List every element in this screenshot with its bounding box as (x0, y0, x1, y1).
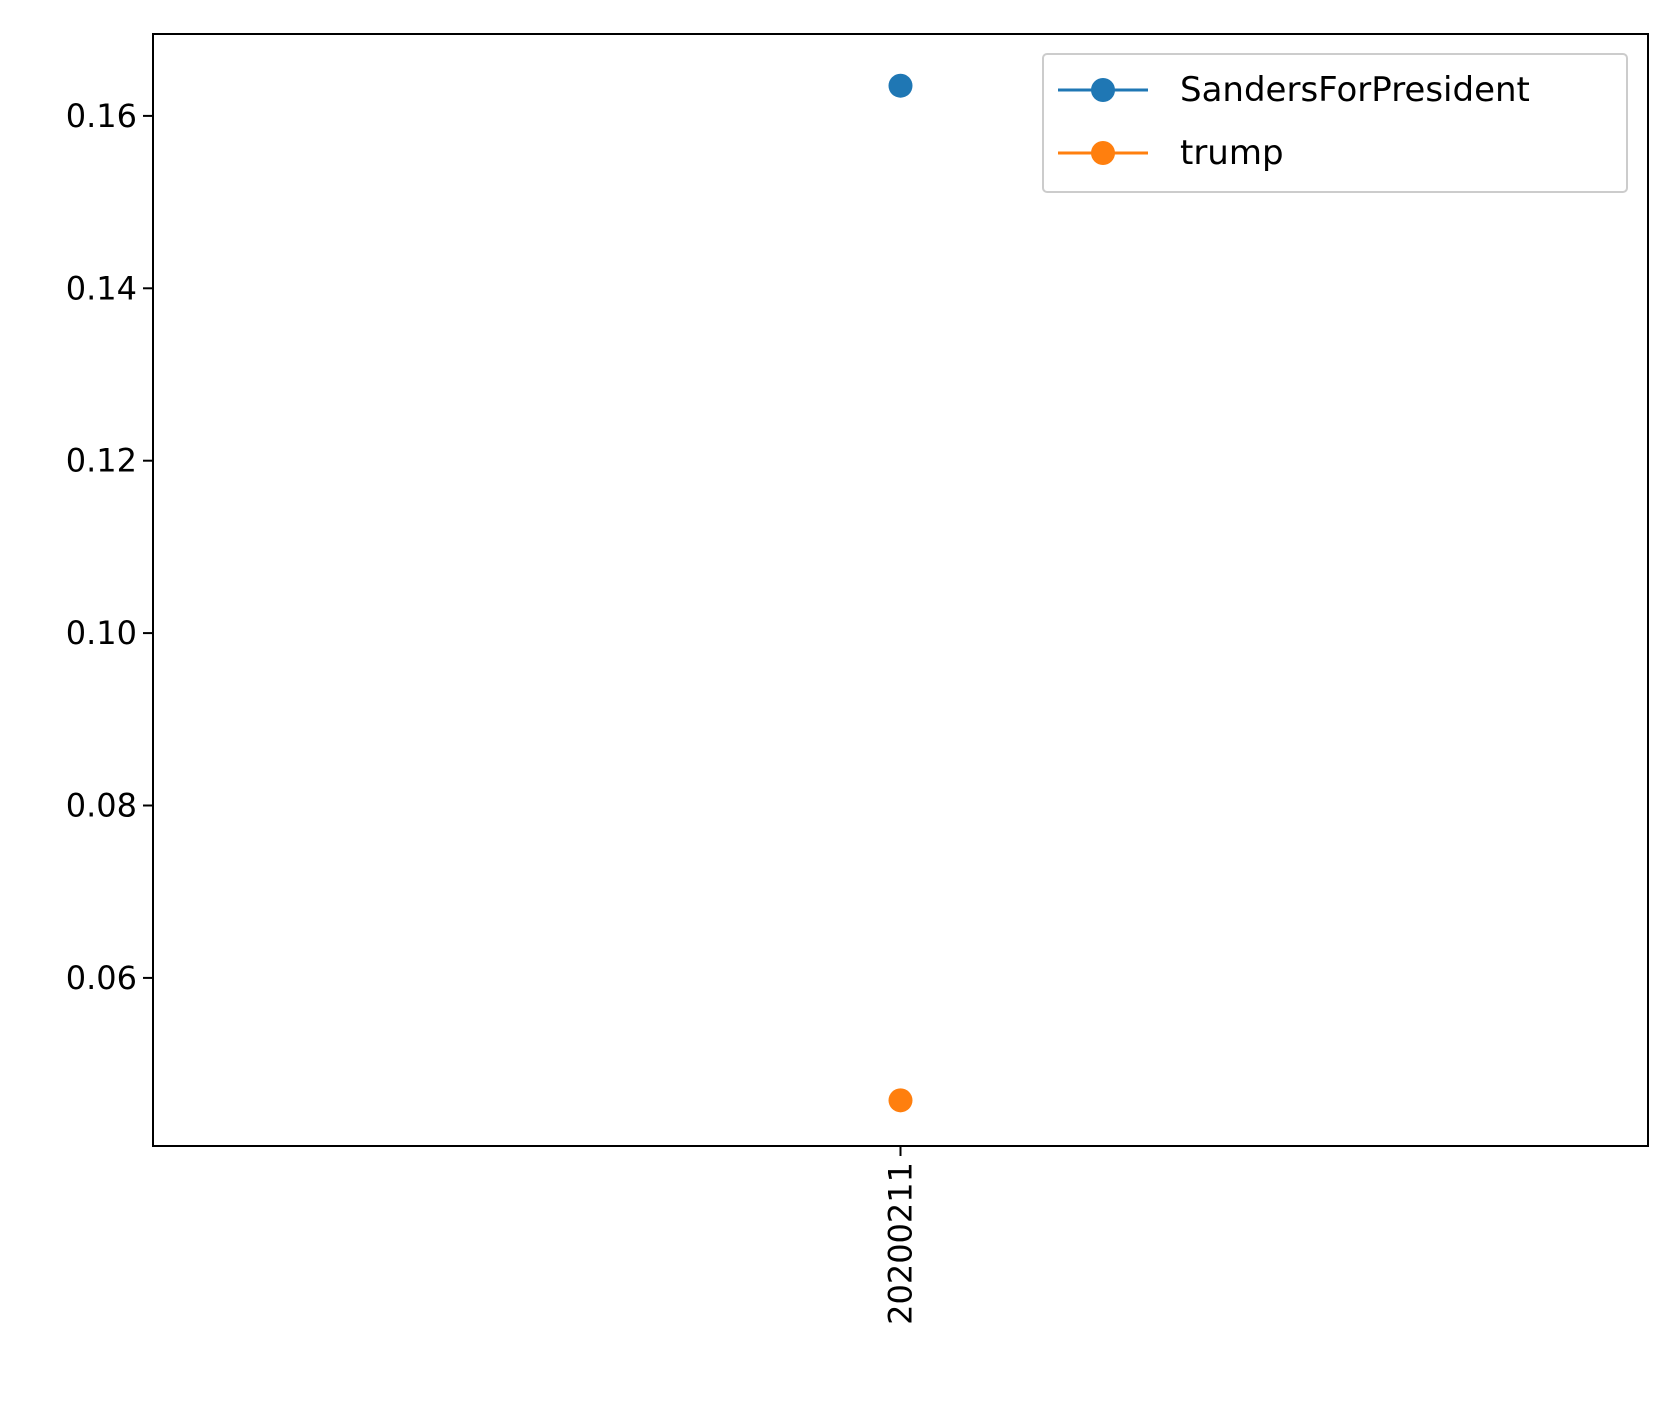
legend-entry: trump (1058, 133, 1284, 173)
legend-marker (1091, 78, 1115, 102)
data-point (888, 1088, 913, 1113)
y-axis-ticks: 0.06 0.08 0.10 0.12 0.14 0.16 (66, 97, 153, 997)
legend: SandersForPresident trump (1042, 53, 1628, 193)
legend-entry: SandersForPresident (1058, 70, 1530, 110)
y-tick-label: 0.12 (66, 442, 137, 480)
y-tick-label: 0.16 (66, 97, 137, 135)
plot-frame (152, 33, 1649, 1147)
x-axis-ticks: 20200211 (882, 1146, 920, 1325)
legend-label: SandersForPresident (1180, 70, 1530, 110)
series-trump (888, 1088, 913, 1113)
y-tick-label: 0.10 (66, 614, 137, 652)
legend-label: trump (1180, 133, 1284, 173)
legend-box (1042, 53, 1628, 193)
legend-marker (1091, 141, 1115, 165)
series-SandersForPresident (888, 73, 913, 98)
y-tick-label: 0.08 (66, 787, 137, 825)
series-markers (888, 73, 913, 1113)
data-point (888, 73, 913, 98)
x-tick-label: 20200211 (882, 1162, 920, 1325)
y-tick-label: 0.06 (66, 959, 137, 997)
y-tick-label: 0.14 (66, 269, 137, 307)
